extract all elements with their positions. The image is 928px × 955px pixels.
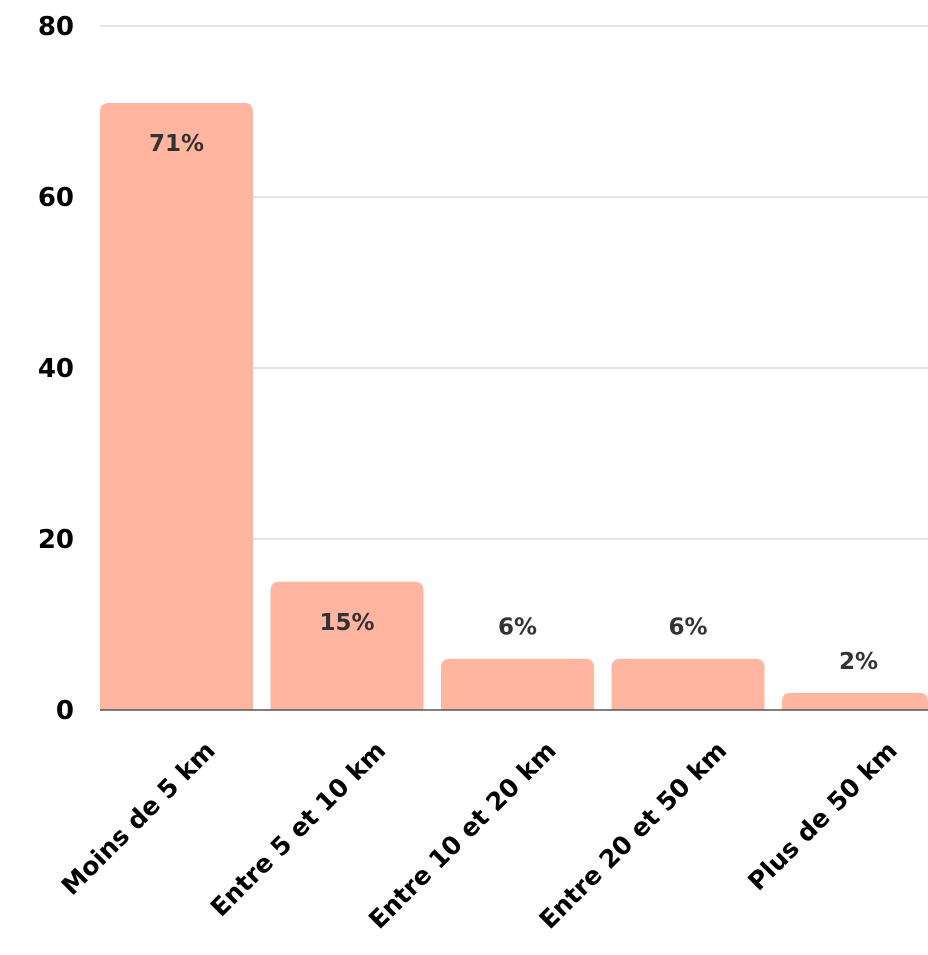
bar [611, 658, 765, 710]
bar [270, 581, 424, 710]
y-tick-label: 20 [38, 525, 74, 555]
data-label: 15% [319, 610, 374, 636]
y-axis-tick-labels: 0 20 40 60 80 [38, 12, 74, 726]
data-label: 2% [839, 649, 878, 675]
y-tick-label: 0 [56, 696, 74, 726]
x-category-label: Entre 5 et 10 km [205, 736, 391, 922]
x-category-label: Entre 10 et 20 km [363, 736, 562, 935]
data-labels: 71% 15% 6% 6% 2% [149, 131, 878, 675]
x-category-label: Plus de 50 km [742, 736, 903, 897]
bar [782, 692, 928, 710]
x-category-label: Entre 20 et 50 km [533, 736, 732, 935]
bar [441, 658, 594, 710]
data-label: 71% [149, 131, 204, 157]
data-label: 6% [498, 615, 537, 641]
y-tick-label: 40 [38, 354, 74, 384]
y-tick-label: 60 [38, 183, 74, 213]
bars [100, 102, 928, 710]
data-label: 6% [668, 615, 707, 641]
y-tick-label: 80 [38, 12, 74, 42]
x-category-label: Moins de 5 km [56, 736, 221, 901]
bar [100, 102, 253, 710]
